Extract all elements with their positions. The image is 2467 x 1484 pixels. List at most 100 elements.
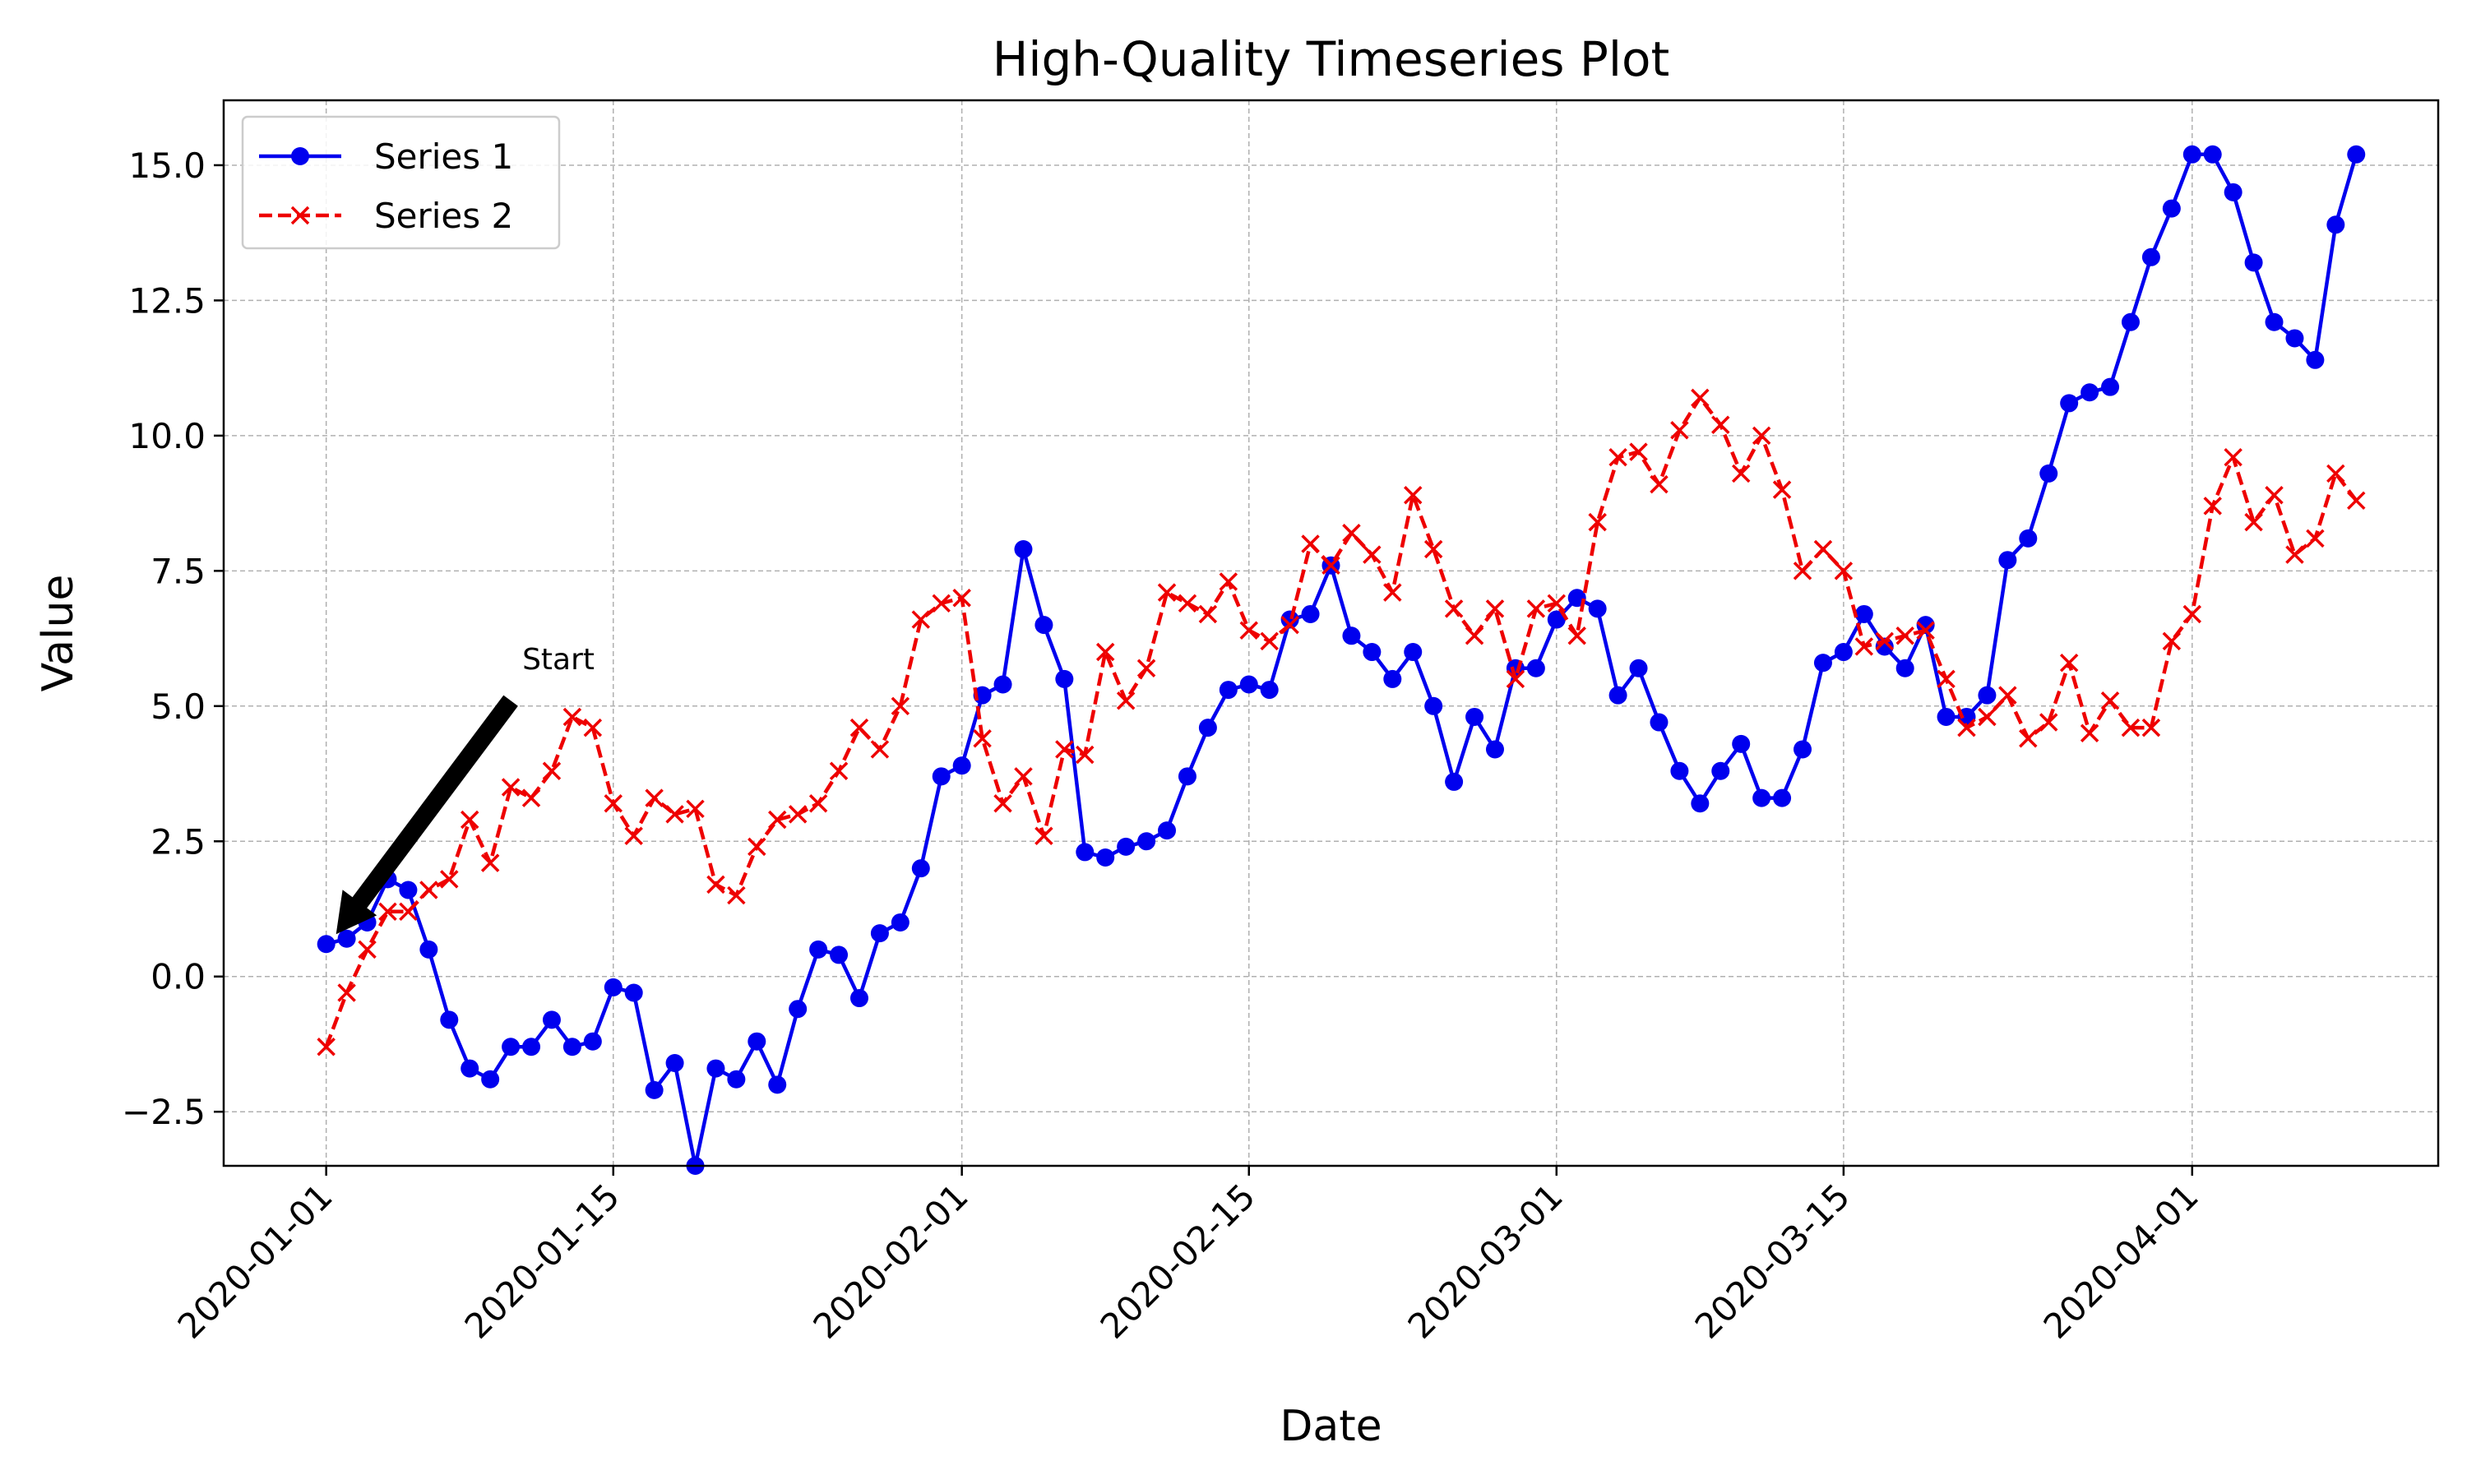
series-1-point xyxy=(583,1032,602,1051)
series-2-point xyxy=(2141,718,2161,737)
series-2-point xyxy=(2224,447,2243,467)
series-1-point xyxy=(2039,464,2058,483)
series-1-point xyxy=(2019,529,2038,548)
series-2-point xyxy=(1404,486,1423,505)
chart-title: High-Quality Timeseries Plot xyxy=(993,31,1670,87)
series-2-point xyxy=(727,885,746,905)
series-2-point xyxy=(1178,594,1197,613)
series-2-point xyxy=(891,696,910,716)
series-1-point xyxy=(522,1038,541,1056)
legend: Series 1 Series 2 xyxy=(241,115,561,250)
series-2-point xyxy=(686,799,705,819)
series-2-point xyxy=(1444,599,1464,618)
series-2-point xyxy=(1363,545,1382,564)
annotation: Start xyxy=(336,643,595,935)
y-tick-label: 7.5 xyxy=(150,551,206,591)
y-tick-label: −2.5 xyxy=(122,1092,206,1132)
series-2-point xyxy=(1076,745,1095,765)
series-1-point xyxy=(542,1010,561,1029)
series-1-point xyxy=(1383,669,1402,688)
series-1-point xyxy=(2244,253,2263,272)
series-2-point xyxy=(2039,713,2058,732)
series-1-point xyxy=(1158,821,1177,840)
series-2-point xyxy=(1978,707,1997,727)
series-2-point xyxy=(2306,529,2325,548)
series-2-point xyxy=(317,1038,336,1056)
series-1-point xyxy=(1691,794,1710,813)
series-2-point xyxy=(665,805,684,824)
plot-frame xyxy=(222,99,2440,1167)
series-2-point xyxy=(1465,626,1484,645)
series-1-point xyxy=(317,935,336,954)
series-1-point xyxy=(502,1038,521,1056)
series-1-point xyxy=(1895,659,1914,677)
series-2-point xyxy=(973,729,992,748)
series-1-point xyxy=(1219,681,1238,700)
series-2-point xyxy=(911,610,931,629)
series-2-point xyxy=(521,788,541,807)
series-2-point xyxy=(1854,637,1874,656)
series-1-point xyxy=(1834,643,1853,662)
series-1-point xyxy=(419,940,438,959)
series-2-point xyxy=(1485,599,1505,618)
annotation-start-label: Start xyxy=(522,643,595,677)
series-1-point xyxy=(2081,383,2099,402)
series-2-point xyxy=(2347,491,2366,511)
series-2-point xyxy=(1136,659,1156,677)
series-1-point xyxy=(2285,329,2304,348)
series-2-point xyxy=(2100,691,2120,710)
series-1-point xyxy=(1404,643,1423,662)
start-arrow xyxy=(336,695,518,935)
series-2-point xyxy=(1875,631,1894,651)
y-axis-label: Value xyxy=(34,575,83,692)
series-1-point xyxy=(2060,394,2079,413)
series-2-point xyxy=(2019,729,2038,748)
series-2-point xyxy=(2203,497,2222,515)
series-2-point xyxy=(1731,464,1751,483)
y-tick-label: 5.0 xyxy=(150,687,206,727)
series-1-point xyxy=(789,1000,808,1019)
series-1-point xyxy=(2224,183,2243,201)
series-1-point xyxy=(1978,686,1997,705)
series-1-point xyxy=(830,945,849,964)
series-2-point xyxy=(1198,604,1218,624)
series-1-point xyxy=(2203,145,2222,164)
series-1-point xyxy=(1711,761,1730,780)
series-1-point xyxy=(2347,145,2366,164)
y-tick-label: 10.0 xyxy=(128,416,206,456)
series-2-point xyxy=(1301,534,1320,553)
series-1-point xyxy=(399,881,418,899)
series-1-point xyxy=(1034,616,1053,635)
legend-marker-2 xyxy=(290,206,310,225)
series-1-point xyxy=(1794,740,1812,759)
series-1-point xyxy=(727,1070,746,1089)
series-2-point xyxy=(2059,653,2079,673)
series-1-point xyxy=(993,675,1012,694)
series-1-point xyxy=(1588,599,1607,618)
series-2-point xyxy=(2244,512,2263,532)
series-2-point xyxy=(501,778,521,797)
series-1-point xyxy=(1813,654,1832,673)
series-layer xyxy=(317,145,2366,1175)
series-2-point xyxy=(1691,388,1710,408)
series-2-point xyxy=(399,902,418,922)
series-2-point xyxy=(1629,442,1648,461)
series-2-point xyxy=(2285,545,2304,564)
series-2-point xyxy=(932,594,951,613)
series-1-point xyxy=(1096,848,1115,867)
y-tick-label: 0.0 xyxy=(150,957,206,997)
series-2-point xyxy=(829,761,849,780)
series-1-point xyxy=(2141,247,2160,266)
series-2-point xyxy=(870,740,890,759)
series-1-point xyxy=(2306,350,2325,369)
series-1-point xyxy=(1178,767,1196,786)
series-2-point xyxy=(788,805,808,824)
series-2-point xyxy=(1034,826,1053,845)
series-2-point xyxy=(1567,626,1586,645)
series-1-line xyxy=(326,152,2358,1168)
series-2-point xyxy=(1423,539,1443,559)
series-1-point xyxy=(870,924,889,943)
series-2-point xyxy=(1813,539,1833,559)
